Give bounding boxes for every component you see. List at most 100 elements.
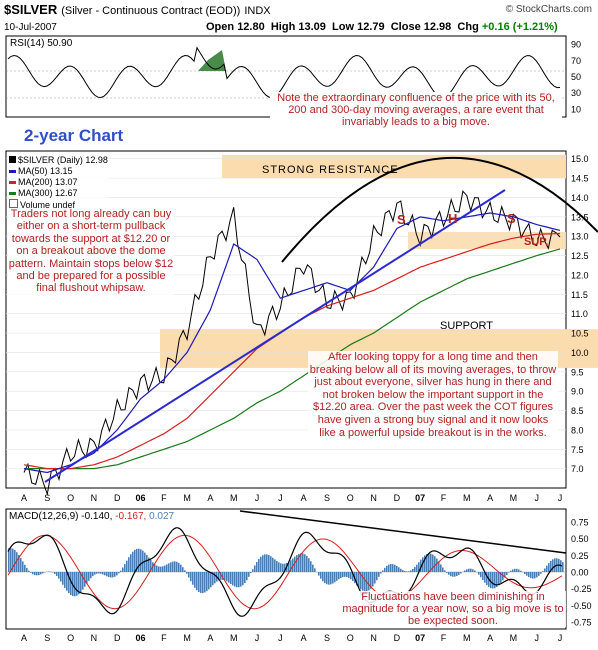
macd-hist-bar	[278, 562, 280, 572]
macd-hist-bar	[38, 572, 40, 576]
macd-hist-bar	[412, 568, 414, 572]
high-label: High	[270, 21, 296, 33]
macd-hist-bar	[150, 560, 152, 572]
macd-hist-bar	[78, 572, 80, 595]
macd-hist-bar	[546, 565, 548, 572]
price-tick-label: 8.0	[571, 425, 584, 435]
macd-hist-bar	[500, 572, 502, 584]
macd-hist-bar	[254, 565, 256, 572]
macd-hist-bar	[22, 561, 24, 572]
macd-tick-label: 0.25	[571, 551, 589, 561]
macd-hist-bar	[248, 572, 250, 577]
high-value: 13.09	[298, 21, 326, 33]
price-tick-label: 10.5	[571, 329, 589, 339]
macd-hist-bar	[426, 554, 428, 572]
macd-hist-bar	[302, 553, 304, 572]
macd-hist-bar	[86, 572, 88, 584]
macd-hist-bar	[140, 549, 142, 572]
macd-hist-bar	[122, 567, 124, 572]
macd-hist-bar	[340, 572, 342, 579]
macd-hist-bar	[332, 572, 334, 584]
month-label: D	[394, 633, 401, 643]
month-label: F	[161, 633, 167, 643]
sup-label: SUP.	[524, 236, 549, 248]
macd-hist-bar	[314, 568, 316, 572]
macd-hist-bar	[110, 572, 112, 578]
month-label: J	[278, 493, 283, 503]
macd-hist-bar	[40, 572, 42, 575]
macd-hist-bar	[454, 572, 456, 577]
price-tick-label: 10.0	[571, 348, 589, 358]
macd-hist-bar	[234, 572, 236, 587]
macd-hist-bar	[142, 550, 144, 572]
legend-price: $SILVER (Daily) 12.98	[9, 155, 108, 166]
macd-hist-bar	[438, 561, 440, 572]
macd-hist-bar	[34, 572, 36, 576]
macd-hist-bar	[134, 549, 136, 572]
macd-hist-bar	[458, 572, 460, 575]
rsi-legend: RSI(14) 50.90	[10, 38, 73, 49]
macd-hist-bar	[528, 572, 530, 578]
macd-hist-bar	[238, 572, 240, 588]
macd-hist-bar	[456, 572, 458, 577]
macd-hist-bar	[422, 557, 424, 572]
macd-hist-bar	[28, 570, 30, 572]
macd-hist-bar	[232, 572, 234, 586]
macd-hist-bar	[310, 561, 312, 572]
rsi-axis: 90 70 50 30 10	[571, 40, 581, 115]
macd-hist-bar	[378, 572, 380, 577]
macd-hist-bar	[390, 564, 392, 572]
macd-hist-bar	[262, 555, 264, 572]
macd-hist-bar	[482, 572, 484, 581]
macd-hist-bar	[516, 568, 518, 572]
macd-tick-label: -0.75	[571, 618, 592, 628]
macd-hist-bar	[36, 572, 38, 576]
macd-hist-bar	[196, 572, 198, 591]
macd-hist-bar	[538, 572, 540, 576]
macd-hist-bar	[436, 558, 438, 572]
macd-hist-bar	[342, 572, 344, 578]
macd-hist-bar	[64, 572, 66, 588]
macd-hist-bar	[404, 570, 406, 572]
macd-hist-bar	[440, 564, 442, 572]
macd-hist-bar	[418, 562, 420, 572]
macd-hist-bar	[304, 554, 306, 572]
month-label: A	[21, 493, 27, 503]
macd-hist-bar	[114, 572, 116, 577]
macd-hist-bar	[274, 559, 276, 572]
macd-hist-bar	[352, 572, 354, 582]
macd-hist-bar	[504, 572, 506, 578]
macd-hist-bar	[184, 570, 186, 572]
month-label: F	[441, 493, 447, 503]
macd-hist-bar	[194, 572, 196, 588]
month-label: M	[463, 633, 471, 643]
macd-hist-bar	[266, 554, 268, 572]
price-tick-label: 9.0	[571, 387, 584, 397]
macd-hist-bar	[32, 572, 34, 575]
macd-hist-bar	[492, 572, 494, 589]
month-label: J	[255, 493, 260, 503]
macd-hist-bar	[360, 572, 362, 590]
macd-hist-bar	[524, 572, 526, 574]
macd-hist-bar	[60, 572, 62, 582]
date-label: 10-Jul-2007	[4, 22, 57, 33]
macd-hist-bar	[96, 572, 98, 574]
month-label: J	[278, 633, 283, 643]
macd-hist-bar	[138, 548, 140, 572]
macd-hist-bar	[188, 572, 190, 578]
month-label: J	[255, 633, 260, 643]
macd-hist-bar	[430, 553, 432, 572]
price-tick-label: 12.5	[571, 251, 589, 261]
month-label: J	[534, 493, 539, 503]
macd-hist-bar	[30, 572, 32, 573]
rsi-overbought-fill	[198, 50, 226, 71]
macd-hist-bar	[282, 563, 284, 572]
macd-hist-bar	[320, 572, 322, 579]
macd-hist-bar	[92, 572, 94, 577]
month-label: 07	[415, 493, 425, 503]
price-tick-label: 13.0	[571, 232, 589, 242]
ma50-line	[23, 212, 561, 474]
month-label: N	[370, 493, 377, 503]
macd-hist-bar	[130, 554, 132, 572]
macd-hist-bar	[434, 556, 436, 572]
